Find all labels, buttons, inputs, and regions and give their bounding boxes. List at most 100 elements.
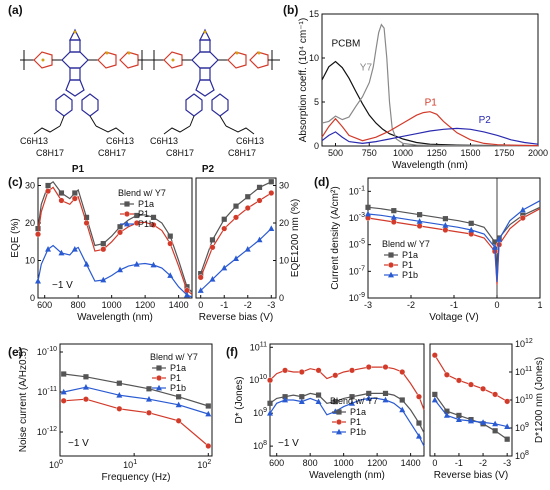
- y-tick-label: 10-12: [37, 426, 57, 437]
- plot-frame: [321, 13, 539, 147]
- data-point-p1b: [35, 277, 41, 284]
- chain-label-c8h17-left: C8H17: [166, 148, 194, 158]
- data-point-p1: [365, 364, 372, 371]
- y-tick-label: 10-11: [37, 386, 57, 397]
- data-point-p1: [442, 226, 449, 233]
- data-point-p1: [116, 405, 123, 412]
- data-point-p1: [197, 274, 204, 281]
- data-point-p1b: [60, 388, 67, 395]
- y-tick-label: 10-9: [349, 292, 365, 303]
- chart-panel-c-right: 0 -1 -2 -3 0 10 20 30 Reverse bias (V) EQE1200 nm…: [195, 177, 301, 323]
- y-tick-label: 10-1: [349, 185, 365, 196]
- data-point-p1: [267, 377, 274, 384]
- x-tick-label: 0: [494, 300, 499, 310]
- data-point-p1b: [399, 406, 406, 413]
- polymer-bracket-right: [138, 50, 150, 70]
- y-tick-label: 20: [279, 218, 289, 228]
- data-point-p1b: [58, 249, 65, 256]
- data-point-p1b: [390, 214, 397, 220]
- data-point-p1b: [267, 409, 273, 416]
- data-point-p1: [256, 197, 263, 204]
- y-tick-label: 1011: [515, 366, 532, 377]
- data-point-p1b: [197, 287, 204, 293]
- data-point-p1: [71, 195, 78, 202]
- series-line-p1b: [367, 200, 541, 283]
- y-tick-label: 30: [25, 181, 35, 191]
- y-axis-label: EQE1200 nm (%): [290, 199, 301, 277]
- x-tick-label: 102: [197, 459, 211, 470]
- legend-title: Blend w/ Y7: [118, 188, 166, 198]
- data-point-p1a: [61, 371, 67, 377]
- y-tick-label: 0: [30, 293, 35, 303]
- data-point-p1a: [391, 208, 397, 214]
- series-line-p1b: [269, 397, 425, 447]
- data-point-p1: [150, 221, 157, 228]
- data-point-p1a: [150, 214, 157, 220]
- x-tick-label: 1200: [135, 300, 155, 310]
- data-point-p1b: [282, 396, 289, 403]
- x-tick-label: -2: [407, 300, 415, 310]
- data-point-p1a: [282, 394, 288, 400]
- data-point-p1a: [116, 380, 122, 386]
- data-point-p1: [58, 197, 65, 204]
- data-point-p1: [221, 225, 228, 232]
- side-chain-aryl: [33, 93, 125, 135]
- thiophene-ring-1: [33, 51, 53, 69]
- x-tick-label: -2: [479, 458, 487, 468]
- data-point-p1: [167, 240, 174, 247]
- data-point-p1: [519, 214, 526, 221]
- y-axis-label: Noise current (A/Hz0.5): [18, 348, 29, 452]
- data-point-p1b: [83, 261, 90, 267]
- legend-label-p1b: P1b: [402, 270, 418, 280]
- data-point-p1: [480, 385, 487, 392]
- x-tick-label: 0: [198, 300, 203, 310]
- x-tick-label: 800: [71, 300, 86, 310]
- data-point-p1a: [134, 212, 140, 219]
- series-label-p2: P2: [479, 115, 492, 126]
- data-point-p1b: [256, 236, 263, 243]
- data-point-p1: [60, 397, 67, 404]
- data-point-p1a: [167, 233, 173, 239]
- chart-panel-b: 500 750 1000 1250 1500 1750 2000 0 5 10 15 Waveleng…: [298, 9, 548, 171]
- series-line-p1: [63, 398, 209, 447]
- data-point-p1a: [416, 420, 422, 426]
- y-tick-label: 109: [515, 422, 529, 433]
- bias-annotation: −1 V: [278, 438, 299, 449]
- data-point-p1a: [205, 403, 211, 409]
- data-point-p1b: [492, 420, 499, 427]
- y-tick-label: 10: [279, 256, 289, 266]
- series-line-p1: [367, 208, 541, 285]
- y-tick-label: 5: [314, 97, 319, 107]
- x-tick-label: 1750: [494, 148, 514, 158]
- bias-annotation: −1 V: [52, 280, 73, 291]
- data-point-p1: [232, 214, 239, 221]
- plot-frame: [37, 177, 193, 299]
- series-line-p1a: [63, 373, 209, 407]
- data-point-p1: [45, 188, 52, 195]
- legend-marker-p1b: [336, 428, 342, 435]
- legend-label-p1a: P1a: [138, 199, 154, 209]
- bias-annotation: −1 V: [68, 438, 89, 449]
- data-point-p1: [175, 417, 182, 424]
- data-point-p1a: [504, 436, 510, 442]
- data-point-p1b: [415, 433, 422, 439]
- data-point-p1: [390, 218, 397, 225]
- data-point-p1b: [145, 396, 152, 402]
- x-tick-label: 600: [269, 458, 284, 468]
- data-point-p1b: [480, 419, 487, 425]
- series-line-p1: [37, 186, 193, 295]
- polymer-bracket-left: [150, 50, 164, 70]
- legend-label-p1b: P1b: [170, 383, 186, 393]
- data-point-p1: [205, 443, 212, 450]
- data-point-p1a: [444, 408, 450, 414]
- polymer-bracket-right: [268, 50, 280, 70]
- panel-label-b: (b): [283, 3, 298, 17]
- x-tick-label: 500: [328, 148, 343, 158]
- x-tick-label: -3: [267, 300, 275, 310]
- x-tick-label: -2: [244, 300, 252, 310]
- data-point-p1: [83, 219, 90, 226]
- y-tick-label: 108: [515, 450, 529, 461]
- legend-label-p1a: P1a: [170, 363, 186, 373]
- y-tick-label: 109: [253, 407, 267, 418]
- data-point-p1b: [244, 246, 251, 252]
